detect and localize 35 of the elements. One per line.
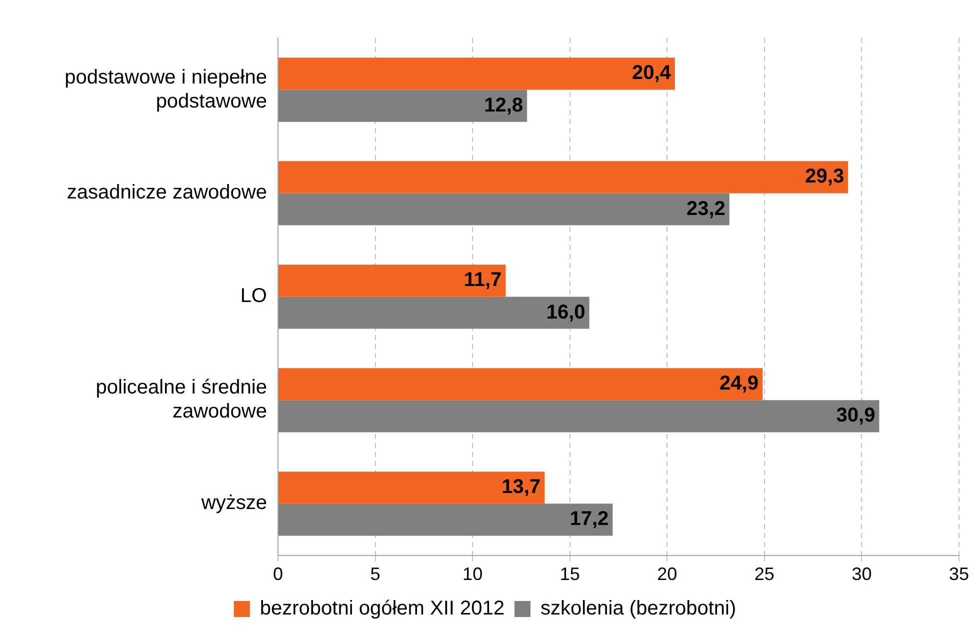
bar <box>278 90 528 122</box>
x-tick-label: 20 <box>657 564 678 584</box>
y-tick-label: podstawowe i niepełne podstawowe <box>64 66 267 112</box>
y-tick-label: zasadnicze zawodowe <box>66 182 267 204</box>
x-tick-label: 15 <box>560 564 580 584</box>
data-label: 24,9 <box>720 372 758 395</box>
y-tick-label: policealne i średnie zawodowe <box>96 376 267 423</box>
bar <box>278 264 506 297</box>
bar <box>278 472 545 504</box>
legend-label: bezrobotni ogółem XII 2012 <box>260 598 504 620</box>
x-tick-label: 0 <box>272 564 284 584</box>
data-label: 29,3 <box>805 166 844 188</box>
data-label: 12,8 <box>484 94 524 116</box>
bar <box>278 368 762 400</box>
data-label: 30,9 <box>836 404 876 427</box>
x-tick-label: 5 <box>370 564 380 584</box>
x-tick-label: 25 <box>754 564 774 584</box>
y-tick-label: wyższe <box>200 492 267 514</box>
y-tick-label: LO <box>240 285 267 308</box>
bar <box>278 193 730 226</box>
legend-label: szkolenia (bezrobotni) <box>540 598 736 620</box>
bar <box>278 400 880 432</box>
x-tick-label: 10 <box>462 564 483 584</box>
data-label: 20,4 <box>632 62 672 84</box>
x-tick-label: 35 <box>948 564 970 584</box>
bar <box>278 58 675 90</box>
x-tick-label: 30 <box>852 564 872 584</box>
bar <box>278 504 613 536</box>
data-label: 11,7 <box>464 269 502 292</box>
data-label: 23,2 <box>686 198 726 220</box>
data-label: 13,7 <box>502 476 541 498</box>
bar <box>278 161 848 194</box>
data-label: 17,2 <box>570 508 609 530</box>
data-label: 16,0 <box>546 301 586 324</box>
bar <box>278 296 590 329</box>
